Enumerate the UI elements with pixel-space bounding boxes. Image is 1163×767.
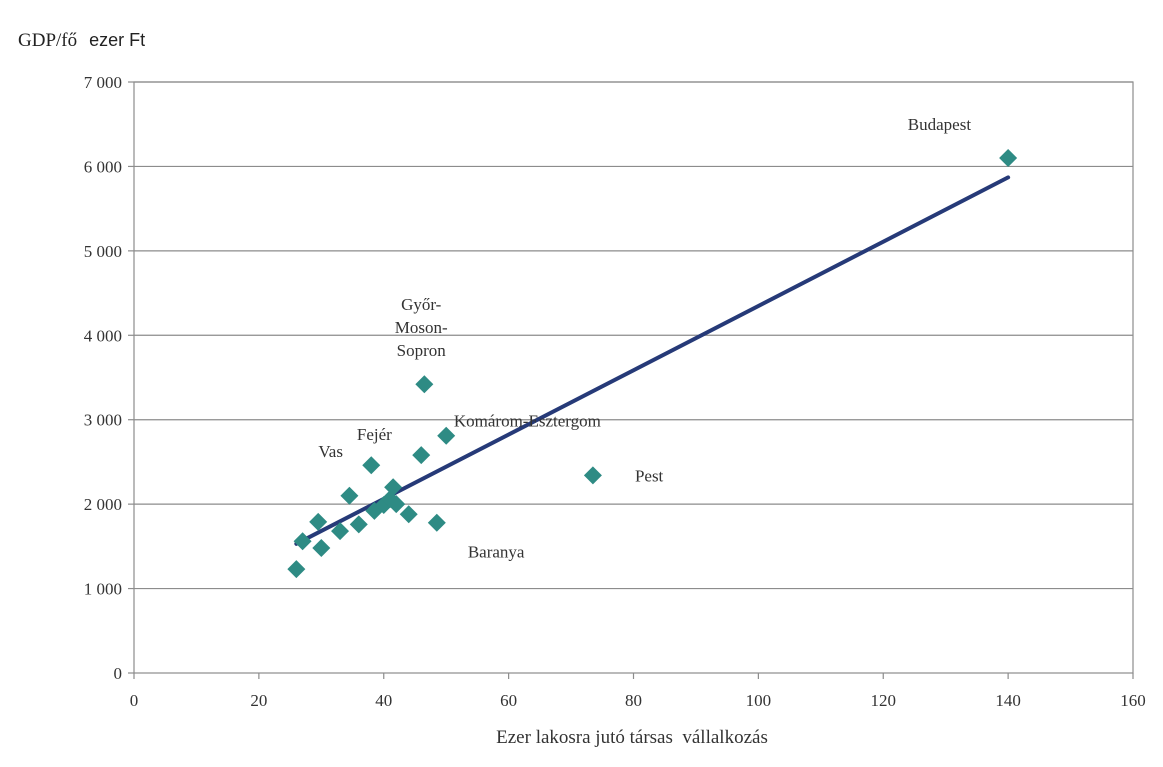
point-annotations: Budapest Győr-Moson-Sopron Komárom-Eszterg… [318,115,971,561]
grid-lines [134,81,1133,590]
data-point [427,513,446,532]
point-label: Pest [635,466,664,485]
data-point [340,486,359,505]
x-tick-label: 140 [995,691,1021,710]
y-axis-title-part1: GDP/fő [18,30,77,51]
y-axis-title-part2: ezer Ft [89,30,145,50]
x-tick-label: 120 [871,691,897,710]
x-tick-label: 60 [500,691,517,710]
y-tick-label: 0 [114,664,123,683]
point-label: Budapest [908,115,972,134]
y-tick-label: 5 000 [84,242,122,261]
data-point [399,505,418,524]
data-point [349,515,368,534]
data-point [583,466,602,485]
x-tick-label: 100 [746,691,772,710]
data-point [287,560,306,579]
x-tick-label: 80 [625,691,642,710]
y-tick-label: 3 000 [84,411,122,430]
data-point [999,148,1018,167]
y-tick-label: 4 000 [84,326,122,345]
point-label: Komárom-Esztergom [454,411,601,430]
x-tick-label: 0 [130,691,139,710]
data-point [412,446,431,465]
y-tick-label: 7 000 [84,73,122,92]
data-point [437,426,456,445]
plot-border [133,81,1134,674]
y-tick-label: 1 000 [84,580,122,599]
point-label: Fejér [357,425,392,444]
point-label: Vas [318,442,343,461]
x-tick-label: 20 [250,691,267,710]
x-tick-label: 40 [375,691,392,710]
y-tick-labels: 0 1 000 2 000 3 000 4 000 5 000 6 000 7 000 [84,73,122,683]
point-label: Baranya [468,542,525,561]
data-point [384,478,403,497]
y-tick-label: 2 000 [84,495,122,514]
point-label: Győr-Moson-Sopron [395,295,448,360]
data-point [387,495,406,514]
data-point [331,522,350,541]
y-axis-title: GDP/fő ezer Ft [18,30,145,51]
data-point [415,375,434,394]
axes [128,81,1134,679]
y-tick-label: 6 000 [84,157,122,176]
data-point [362,456,381,475]
x-axis-title: Ezer lakosra jutó társas vállalkozás [496,727,768,748]
trendline [294,175,1011,546]
x-tick-label: 160 [1120,691,1146,710]
trendline-group [294,175,1011,546]
data-point [309,512,328,531]
x-tick-labels: 0 20 40 60 80 100 120 140 160 [130,691,1146,710]
data-points [287,148,1018,579]
data-point [293,532,312,551]
data-point [312,539,331,558]
